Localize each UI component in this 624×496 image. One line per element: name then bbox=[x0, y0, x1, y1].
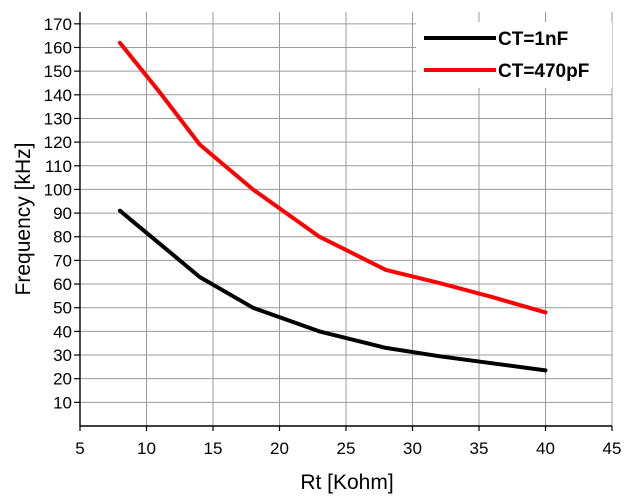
y-tick-label-9: 100 bbox=[44, 180, 72, 199]
series-lines bbox=[117, 40, 548, 373]
x-tick-label-1: 10 bbox=[137, 439, 156, 458]
y-tick-label-10: 110 bbox=[45, 157, 72, 176]
y-tick-label-14: 150 bbox=[44, 62, 72, 81]
x-tick-label-5: 30 bbox=[403, 439, 422, 458]
x-tick-label-2: 15 bbox=[204, 439, 223, 458]
legend-background bbox=[416, 22, 612, 88]
y-tick-label-6: 70 bbox=[53, 251, 72, 270]
legend: CT=1nF CT=470pF bbox=[416, 22, 612, 88]
y-tick-label-3: 40 bbox=[53, 322, 72, 341]
y-axis-label: Frequency [kHz] bbox=[12, 143, 35, 296]
y-tick-label-11: 120 bbox=[44, 133, 72, 152]
x-tick-label-6: 35 bbox=[470, 439, 489, 458]
y-tick-label-8: 90 bbox=[53, 204, 72, 223]
y-tick-label-16: 170 bbox=[44, 15, 72, 34]
x-tick-label-7: 40 bbox=[536, 439, 555, 458]
tick-labels: 5 10 15 20 25 30 35 40 45 10 20 30 40 50 60 70 80 90 100 11… bbox=[44, 15, 622, 458]
series-line-1 bbox=[117, 40, 548, 315]
legend-label-0: CT=1nF bbox=[498, 29, 568, 50]
legend-label-1: CT=470pF bbox=[498, 61, 589, 82]
x-tick-label-8: 45 bbox=[603, 439, 622, 458]
x-axis-label: Rt [Kohm] bbox=[300, 471, 393, 494]
axes bbox=[74, 12, 613, 431]
y-tick-label-5: 60 bbox=[53, 275, 72, 294]
x-tick-label-0: 5 bbox=[75, 439, 84, 458]
y-tick-label-2: 30 bbox=[53, 346, 72, 365]
y-tick-label-13: 140 bbox=[44, 86, 72, 105]
x-tick-label-4: 25 bbox=[337, 439, 356, 458]
y-tick-label-1: 20 bbox=[53, 370, 72, 389]
y-tick-label-4: 50 bbox=[53, 299, 72, 318]
y-tick-label-12: 130 bbox=[44, 109, 72, 128]
x-tick-label-3: 20 bbox=[270, 439, 289, 458]
y-tick-label-7: 80 bbox=[53, 228, 72, 247]
y-tick-label-0: 10 bbox=[53, 393, 72, 412]
y-tick-label-15: 160 bbox=[44, 38, 72, 57]
series-line-0 bbox=[117, 208, 548, 373]
